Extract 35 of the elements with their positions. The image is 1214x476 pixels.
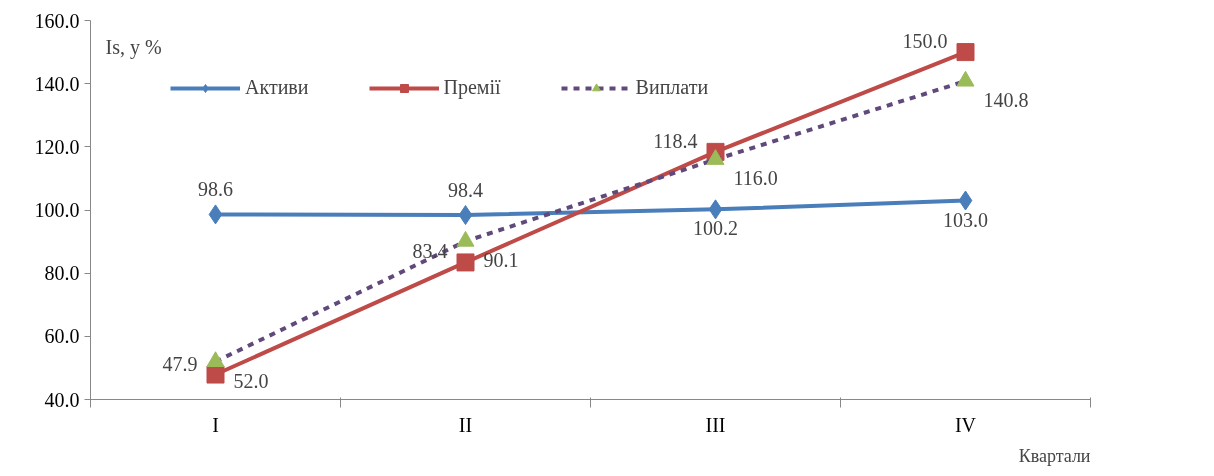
- x-tick-label: I: [212, 413, 219, 436]
- data-label: 90.1: [483, 249, 519, 272]
- legend-label: Виплати: [635, 76, 709, 99]
- point: [206, 365, 225, 384]
- point: [958, 190, 973, 211]
- data-label: 140.8: [983, 89, 1029, 112]
- legend-label: Активи: [245, 76, 309, 99]
- data-label: 100.2: [693, 217, 738, 240]
- y-tick-label: 40.0: [44, 388, 80, 411]
- x-tick-label: III: [705, 413, 726, 436]
- point: [456, 253, 475, 272]
- point: [956, 43, 975, 62]
- y-axis-title: Is, у %: [105, 35, 162, 59]
- data-label: 52.0: [233, 369, 269, 392]
- legend-label: Премії: [443, 76, 501, 99]
- x-tick-label: II: [458, 413, 473, 436]
- data-label: 103.0: [943, 208, 988, 231]
- x-tick-label: IV: [954, 413, 977, 436]
- point: [206, 351, 225, 368]
- point: [458, 205, 473, 226]
- data-label: 98.4: [448, 179, 483, 202]
- x-axis-title: Квартали: [1018, 445, 1091, 466]
- data-label: 150.0: [902, 30, 948, 53]
- data-label: 118.4: [653, 129, 698, 152]
- data-label: 47.9: [162, 352, 198, 375]
- y-tick-label: 100.0: [34, 199, 80, 221]
- y-tick-label: 120.0: [34, 135, 80, 158]
- y-tick-label: 160.0: [34, 9, 80, 32]
- data-label: 116.0: [733, 167, 778, 190]
- point: [708, 199, 723, 220]
- y-tick-label: 80.0: [44, 262, 80, 285]
- y-tick-label: 60.0: [44, 325, 80, 348]
- point: [208, 204, 223, 225]
- data-label: 98.6: [198, 178, 233, 201]
- y-tick-label: 140.0: [34, 72, 80, 95]
